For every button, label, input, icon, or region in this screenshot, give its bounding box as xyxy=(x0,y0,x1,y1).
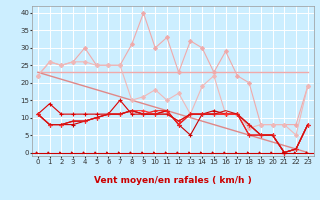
X-axis label: Vent moyen/en rafales ( km/h ): Vent moyen/en rafales ( km/h ) xyxy=(94,176,252,185)
